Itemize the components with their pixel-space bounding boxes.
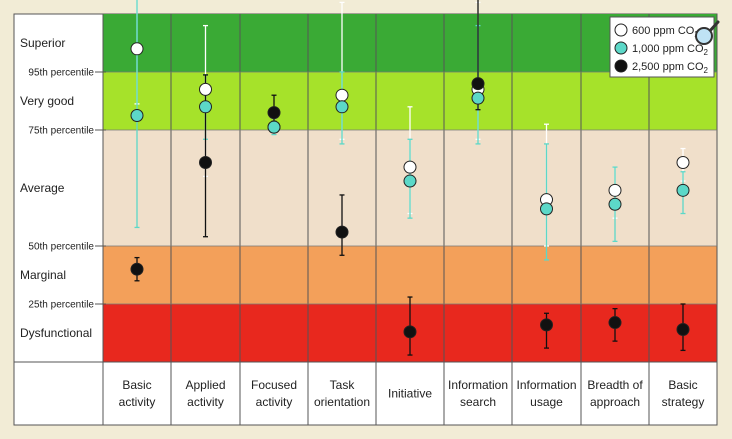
legend-label-0: 600 ppm CO2 xyxy=(632,25,699,39)
data-point-s2-c5 xyxy=(471,77,485,91)
category-label-5-1: search xyxy=(460,395,496,409)
legend-marker-2 xyxy=(614,59,628,73)
data-point-s2-c1 xyxy=(199,155,212,169)
data-point-s2-c7 xyxy=(608,316,622,330)
data-point-s1-c8 xyxy=(676,183,690,197)
category-label-3-0: Task xyxy=(330,378,356,392)
category-label-7-1: approach xyxy=(590,395,640,409)
data-point-s2-c8 xyxy=(676,323,690,337)
data-point-s0-c3 xyxy=(335,88,349,102)
legend-label-2: 2,500 ppm CO2 xyxy=(632,61,709,75)
zone-label-2: Average xyxy=(20,181,65,195)
data-point-s2-c6 xyxy=(540,318,553,332)
category-label-2-0: Focused xyxy=(251,378,297,392)
category-label-5-0: Information xyxy=(448,378,508,392)
percentile-label-0: 95th percentile xyxy=(28,68,94,79)
data-point-s0-c8 xyxy=(676,155,690,169)
percentile-label-3: 25th percentile xyxy=(28,300,94,311)
legend-label-main-2: 2,500 ppm CO xyxy=(632,61,704,73)
legend-label-sub-1: 2 xyxy=(704,48,709,57)
category-label-6-1: usage xyxy=(530,395,563,409)
percentile-label-1: 75th percentile xyxy=(28,126,94,137)
magnifier-icon xyxy=(695,20,720,45)
category-label-8-1: strategy xyxy=(662,395,705,409)
zone-label-4: Dysfunctional xyxy=(20,326,92,340)
category-label-3-1: orientation xyxy=(314,395,370,409)
legend-label-1: 1,000 ppm CO2 xyxy=(632,43,709,57)
data-point-s0-c4 xyxy=(403,160,417,174)
zone-label-1: Very good xyxy=(20,94,74,108)
legend-marker-0 xyxy=(614,23,628,37)
data-point-s1-c3 xyxy=(335,100,349,114)
data-point-s0-c7 xyxy=(608,183,622,197)
zone-band-3 xyxy=(103,246,717,304)
category-label-1-0: Applied xyxy=(185,378,225,392)
data-point-s1-c2 xyxy=(267,120,281,134)
legend-label-sub-2: 2 xyxy=(704,66,709,75)
category-label-8-0: Basic xyxy=(668,378,697,392)
category-label-6-0: Information xyxy=(516,378,576,392)
category-label-2-1: activity xyxy=(256,395,293,409)
data-point-s2-c4 xyxy=(403,325,417,339)
category-label-4-0: Initiative xyxy=(388,387,432,401)
legend-label-main-0: 600 ppm CO xyxy=(632,25,695,37)
data-point-s2-c0 xyxy=(130,262,144,276)
zone-label-0: Superior xyxy=(20,36,65,50)
category-label-7-0: Breadth of xyxy=(587,378,643,392)
data-point-s1-c6 xyxy=(540,202,553,216)
data-point-s1-c5 xyxy=(471,91,485,105)
data-point-s0-c1 xyxy=(199,82,212,96)
data-point-s2-c3 xyxy=(335,225,349,239)
percentile-label-2: 50th percentile xyxy=(28,242,94,253)
data-point-s1-c0 xyxy=(130,109,144,122)
data-point-s0-c0 xyxy=(130,42,144,56)
data-point-s1-c7 xyxy=(608,197,622,211)
data-point-s1-c4 xyxy=(403,174,417,188)
data-point-s1-c1 xyxy=(199,100,212,114)
zone-label-3: Marginal xyxy=(20,268,66,282)
category-label-0-1: activity xyxy=(119,395,156,409)
magnifier-lens xyxy=(695,27,713,45)
legend-marker-1 xyxy=(614,41,628,55)
legend-label-main-1: 1,000 ppm CO xyxy=(632,43,704,55)
category-label-0-0: Basic xyxy=(122,378,151,392)
data-point-s2-c2 xyxy=(267,106,281,120)
category-label-1-1: activity xyxy=(187,395,224,409)
